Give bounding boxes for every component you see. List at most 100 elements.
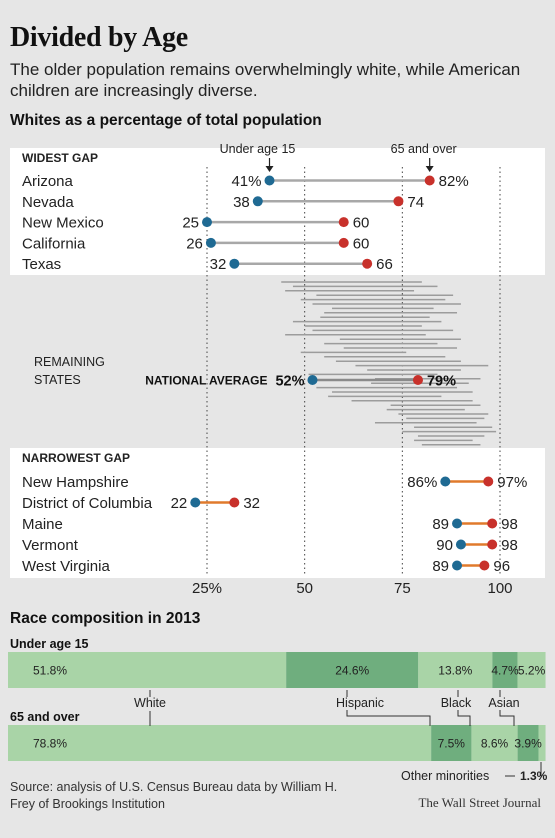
bar-segment bbox=[517, 725, 539, 761]
state-name: Texas bbox=[22, 256, 61, 273]
under15-dot bbox=[252, 196, 263, 207]
over65-dot bbox=[362, 258, 373, 269]
bar-segment bbox=[492, 652, 518, 688]
average-over65-label: 79% bbox=[427, 374, 456, 390]
widest-gap-label: WIDEST GAP bbox=[22, 151, 98, 165]
bar-value-label: 7.5% bbox=[438, 737, 466, 751]
average-under15-dot bbox=[307, 375, 318, 385]
source-note: Source: analysis of U.S. Census Bureau d… bbox=[10, 780, 338, 811]
state-name: New Hampshire bbox=[22, 474, 129, 491]
bar-value-label: 5.2% bbox=[518, 664, 546, 678]
state-name: New Mexico bbox=[22, 215, 104, 232]
bar-segment bbox=[8, 652, 287, 688]
under15-value-label: 32 bbox=[210, 256, 227, 273]
state-name: Maine bbox=[22, 516, 63, 533]
narrowest-gap-label: NARROWEST GAP bbox=[22, 451, 130, 465]
widest-gap-panel bbox=[10, 148, 545, 275]
bar-segment bbox=[8, 725, 432, 761]
over65-value-label: 98 bbox=[501, 516, 518, 533]
under15-dot bbox=[205, 237, 216, 248]
under15-value-label: 86% bbox=[407, 474, 437, 491]
page-subtitle: The older population remains overwhelmin… bbox=[10, 60, 521, 100]
bar-value-label: 3.9% bbox=[514, 737, 542, 751]
over65-value-label: 60 bbox=[353, 215, 370, 232]
bar-segment bbox=[517, 652, 546, 688]
over65-value-label: 74 bbox=[407, 194, 424, 211]
remaining-states-label: REMAINING bbox=[34, 355, 105, 369]
under15-dot bbox=[455, 539, 466, 550]
over65-dot bbox=[338, 237, 349, 248]
over65-dot bbox=[229, 497, 240, 508]
bar-value-label: 78.8% bbox=[33, 737, 67, 751]
stacked-chart-title: Race composition in 2013 bbox=[10, 610, 201, 627]
over65-value-label: 32 bbox=[243, 495, 260, 512]
category-label: Black bbox=[441, 696, 472, 710]
over65-value-label: 97% bbox=[497, 474, 527, 491]
under15-dot bbox=[440, 476, 451, 487]
over65-dot bbox=[487, 539, 498, 550]
bar-segment bbox=[431, 725, 472, 761]
state-name: California bbox=[22, 235, 86, 252]
arrow-head-icon bbox=[265, 166, 274, 172]
category-label: Other minorities bbox=[401, 769, 489, 783]
bar-value-label: 51.8% bbox=[33, 664, 67, 678]
state-name: District of Columbia bbox=[22, 495, 153, 512]
under15-value-label: 22 bbox=[171, 495, 188, 512]
over65-dot bbox=[483, 476, 494, 487]
dumbbell-chart-title: Whites as a percentage of total populati… bbox=[10, 112, 322, 129]
leader-line bbox=[499, 710, 515, 726]
over65-dot bbox=[424, 175, 435, 186]
under15-value-label: 25 bbox=[182, 215, 199, 232]
remaining-states-label: STATES bbox=[34, 373, 81, 387]
under15-dot bbox=[202, 217, 212, 228]
under15-value-label: 26 bbox=[186, 235, 203, 252]
over65-dot bbox=[487, 518, 498, 529]
bar-value-label: 8.6% bbox=[481, 737, 509, 751]
under15-value-label: 41% bbox=[231, 173, 261, 190]
x-tick-label: 50 bbox=[296, 580, 313, 597]
over65-dot bbox=[338, 217, 349, 228]
page-title: Divided by Age bbox=[10, 22, 188, 53]
over65-dot bbox=[479, 560, 490, 571]
under15-dot bbox=[452, 518, 463, 529]
over65-value-label: 82% bbox=[439, 173, 469, 190]
bar-value-label: 13.8% bbox=[438, 664, 472, 678]
under15-value-label: 38 bbox=[233, 194, 250, 211]
average-over65-dot bbox=[412, 375, 423, 385]
x-tick-label: 100 bbox=[487, 580, 512, 597]
x-tick-label: 25% bbox=[192, 580, 222, 597]
average-under15-label: 52% bbox=[275, 374, 304, 390]
bar-segment bbox=[538, 725, 546, 761]
bar-segment bbox=[471, 725, 518, 761]
over65-series-label: 65 and over bbox=[391, 142, 457, 156]
bar-value-label: 4.7% bbox=[491, 664, 519, 678]
state-name: Arizona bbox=[22, 173, 74, 190]
over65-value-label: 98 bbox=[501, 537, 518, 554]
leader-line bbox=[457, 710, 471, 726]
over65-value-label: 66 bbox=[376, 256, 393, 273]
bar-segment bbox=[418, 652, 493, 688]
under15-series-label: Under age 15 bbox=[220, 142, 296, 156]
over65-dot bbox=[393, 196, 404, 207]
bar-series-label: 65 and over bbox=[10, 710, 80, 724]
bar-value-label: 24.6% bbox=[335, 664, 369, 678]
under15-dot bbox=[264, 175, 275, 186]
state-name: Nevada bbox=[22, 194, 74, 211]
under15-dot bbox=[452, 560, 463, 571]
bar-series-label: Under age 15 bbox=[10, 637, 89, 651]
category-label: Hispanic bbox=[336, 696, 384, 710]
state-name: Vermont bbox=[22, 537, 79, 554]
under15-dot bbox=[190, 497, 201, 508]
over65-value-label: 96 bbox=[493, 558, 510, 575]
x-tick-label: 75 bbox=[394, 580, 411, 597]
leader-line bbox=[346, 710, 431, 726]
arrow-head-icon bbox=[425, 166, 434, 172]
state-name: West Virginia bbox=[22, 558, 110, 575]
under15-dot bbox=[229, 258, 240, 269]
bar-segment bbox=[286, 652, 419, 688]
national-average-label: NATIONAL AVERAGE bbox=[145, 374, 267, 388]
credit-line: The Wall Street Journal bbox=[418, 795, 541, 810]
category-label: White bbox=[134, 696, 166, 710]
narrowest-gap-panel bbox=[10, 448, 545, 578]
